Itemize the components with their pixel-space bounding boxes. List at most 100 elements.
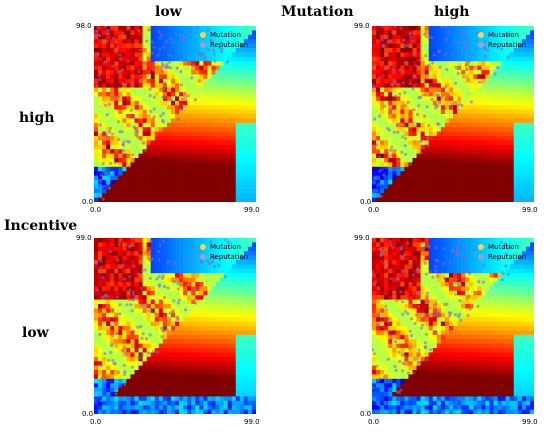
heat-cell: [501, 144, 506, 150]
heat-cell: [493, 109, 498, 115]
heat-cell: [457, 96, 462, 102]
heat-cell: [372, 65, 377, 71]
heat-cell: [166, 87, 172, 93]
heat-cell: [162, 260, 168, 265]
heat-cell: [98, 299, 103, 305]
reputation-point: [118, 53, 122, 57]
heat-cell: [231, 268, 237, 274]
heat-cell: [106, 365, 111, 371]
heat-cell: [126, 74, 131, 80]
heat-cell: [183, 370, 188, 375]
heat-cell: [211, 144, 216, 150]
heat-cell: [501, 65, 506, 71]
heat-cell: [166, 144, 172, 150]
heat-cell: [235, 365, 241, 371]
heat-cell: [424, 140, 429, 146]
heat-cell: [448, 39, 454, 44]
heat-cell: [106, 396, 111, 402]
heat-cell: [485, 127, 490, 132]
heat-cell: [126, 180, 131, 185]
reputation-point: [126, 59, 130, 63]
heat-cell: [98, 92, 103, 97]
heat-cell: [102, 277, 107, 283]
heat-cell: [477, 162, 482, 168]
heat-cell: [509, 87, 515, 93]
heat-cell: [223, 348, 228, 353]
heat-cell: [122, 114, 127, 119]
heat-cell: [122, 136, 127, 141]
heat-cell: [110, 330, 115, 336]
heat-cell: [461, 149, 466, 154]
heat-cell: [521, 26, 527, 31]
heat-cell: [227, 188, 232, 194]
heat-cell: [122, 39, 127, 44]
heat-cell: [150, 149, 156, 154]
heat-cell: [525, 166, 531, 172]
reputation-point: [159, 114, 163, 118]
heat-cell: [187, 140, 192, 146]
heat-cell: [477, 184, 482, 190]
heat-cell: [247, 70, 253, 75]
heat-cell: [469, 61, 474, 66]
reputation-point: [152, 107, 156, 111]
heat-cell: [477, 105, 482, 110]
heat-cell: [195, 392, 200, 397]
heat-cell: [485, 144, 490, 150]
heat-cell: [118, 140, 123, 146]
heat-cell: [231, 321, 237, 327]
heat-cell: [231, 158, 237, 163]
heat-cell: [384, 61, 389, 66]
heat-cell: [372, 87, 377, 93]
heat-cell: [481, 74, 486, 80]
heat-cell: [424, 96, 429, 102]
heat-cell: [162, 409, 168, 414]
heat-cell: [142, 343, 147, 349]
heat-cell: [166, 334, 172, 340]
heat-cell: [154, 171, 160, 176]
heat-cell: [380, 52, 385, 58]
heat-cell: [98, 308, 103, 314]
heat-cell: [150, 383, 156, 388]
heat-cell: [509, 149, 515, 154]
heat-cell: [493, 127, 498, 132]
heat-cell: [179, 304, 184, 309]
heat-cell: [94, 131, 99, 137]
heat-cell: [154, 290, 160, 296]
reputation-point: [94, 33, 97, 37]
heat-cell: [162, 70, 168, 75]
reputation-point: [499, 47, 504, 51]
heat-cell: [102, 78, 107, 84]
heat-cell: [219, 166, 224, 172]
reputation-point: [99, 173, 103, 177]
heat-cell: [150, 282, 156, 287]
heat-cell: [203, 87, 208, 93]
heat-cell: [420, 171, 425, 176]
heat-cell: [485, 78, 490, 84]
heat-cell: [118, 197, 123, 202]
heat-cell: [154, 158, 160, 163]
heat-cell: [404, 131, 409, 137]
reputation-point: [203, 58, 207, 62]
heat-cell: [106, 400, 111, 406]
heat-cell: [215, 304, 220, 309]
heat-cell: [493, 193, 498, 198]
heat-cell: [493, 131, 498, 137]
heat-cell: [392, 30, 397, 36]
heat-cell: [416, 43, 421, 49]
heat-cell: [219, 193, 224, 198]
heat-cell: [392, 193, 397, 198]
heat-cell: [207, 30, 212, 36]
heat-cell: [489, 48, 494, 53]
heat-cell: [477, 100, 482, 106]
reputation-point: [466, 40, 470, 45]
heat-cell: [412, 26, 417, 31]
heat-cell: [231, 400, 237, 406]
reputation-point: [401, 135, 405, 139]
heat-cell: [150, 409, 156, 414]
heat-cell: [219, 78, 224, 84]
heat-cell: [154, 312, 160, 318]
reputation-point: [149, 109, 153, 114]
heat-cell: [521, 70, 527, 75]
heat-cell: [251, 193, 256, 198]
heat-cell: [239, 70, 245, 75]
